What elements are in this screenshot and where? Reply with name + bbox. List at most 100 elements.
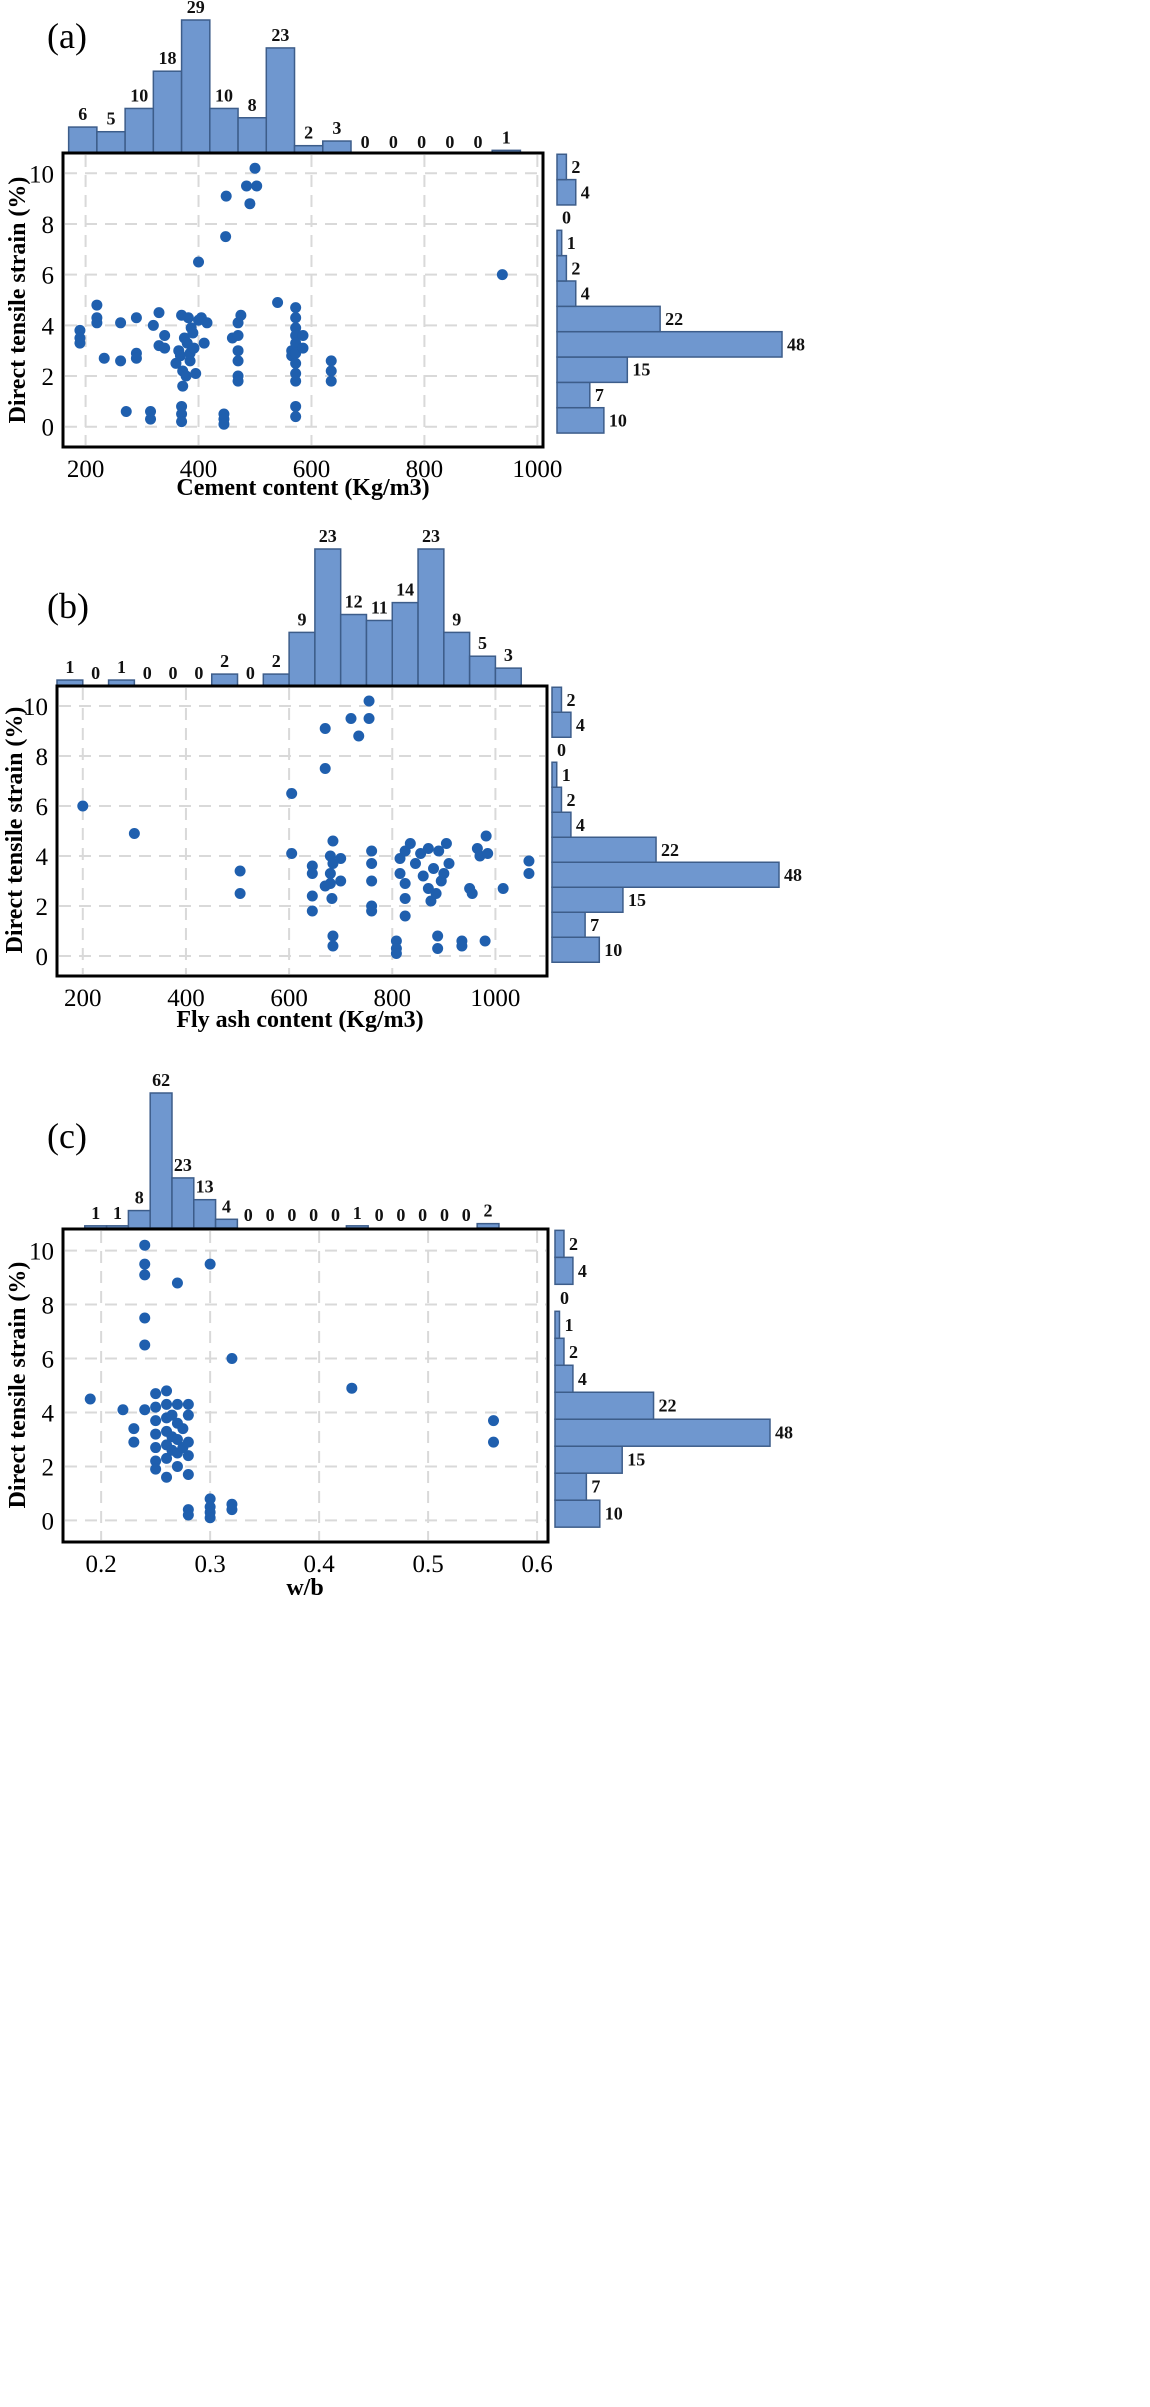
data-point [399, 878, 411, 889]
histogram-bar [288, 631, 316, 687]
histogram-count-label: 18 [158, 48, 176, 68]
data-point [466, 888, 478, 899]
histogram-count-label: 0 [474, 132, 483, 152]
histogram-count-label: 11 [371, 597, 388, 617]
histogram-count-label: 15 [627, 1450, 645, 1470]
histogram-bar [556, 178, 577, 206]
data-point [161, 1385, 173, 1397]
data-point [139, 1404, 151, 1416]
data-point [290, 400, 302, 412]
histogram-count-label: 4 [581, 284, 590, 304]
y-tick-label: 8 [42, 1293, 55, 1320]
histogram-count-label: 2 [304, 123, 313, 143]
histogram-count-label: 6 [78, 104, 87, 124]
data-point [84, 1393, 96, 1405]
data-point [417, 870, 429, 882]
x-tick-label: 600 [270, 985, 308, 1012]
y-tick-label: 4 [42, 1400, 55, 1427]
data-point [115, 317, 127, 329]
histogram-bar [494, 667, 522, 687]
data-point [150, 1388, 162, 1400]
histogram-bar [551, 936, 601, 963]
data-point [171, 1460, 183, 1472]
y-tick-label: 4 [42, 313, 55, 340]
histogram-bar [468, 655, 497, 687]
histogram-count-label: 0 [143, 663, 152, 683]
data-point [150, 1415, 162, 1427]
x-tick-label: 800 [406, 456, 444, 483]
histogram-count-label: 3 [332, 118, 341, 138]
data-point [482, 848, 494, 859]
histogram-bar [339, 613, 368, 687]
y-tick-label: 2 [36, 894, 49, 921]
data-point [335, 853, 347, 864]
data-point [161, 1452, 173, 1464]
histogram-count-label: 10 [130, 85, 148, 105]
histogram-count-label: 4 [581, 182, 590, 202]
data-point [479, 935, 491, 947]
data-point [306, 868, 318, 879]
y-tick-label: 8 [42, 212, 55, 239]
y-tick-label: 4 [36, 844, 49, 871]
histogram-count-label: 15 [632, 360, 650, 380]
x-tick-label: 400 [167, 985, 205, 1012]
histogram-bar [554, 1229, 565, 1259]
data-point [204, 1512, 216, 1524]
histogram-count-label: 7 [590, 915, 599, 935]
data-point [188, 342, 200, 354]
x-ticks: 200 400 600 800 1000 [67, 456, 563, 483]
data-point [232, 345, 244, 357]
histogram-bar [554, 1472, 588, 1501]
data-point [204, 1258, 216, 1270]
data-point [290, 375, 302, 387]
histogram-bar [554, 1310, 561, 1340]
histogram-count-label: 15 [628, 890, 646, 910]
data-point [74, 324, 86, 336]
histogram-bar [237, 117, 268, 156]
data-point [201, 317, 213, 329]
histogram-count-label: 0 [560, 1288, 569, 1308]
histogram-bar [152, 70, 183, 156]
data-point [182, 1436, 194, 1448]
histogram-bar [556, 153, 568, 181]
data-point [366, 875, 378, 887]
data-point [249, 162, 261, 174]
histogram-bar [124, 107, 155, 156]
data-point [130, 312, 142, 324]
histogram-count-label: 23 [422, 526, 440, 546]
data-point [117, 1404, 129, 1416]
data-point [433, 845, 445, 857]
data-point [327, 835, 339, 847]
data-point [430, 888, 442, 899]
histogram-bar [214, 1218, 239, 1229]
data-point [325, 375, 337, 387]
histogram-bar [556, 305, 661, 333]
data-point [399, 893, 411, 904]
data-point [244, 198, 256, 210]
data-point [290, 357, 302, 369]
histogram-bar [67, 126, 98, 156]
x-tick-label: 0.5 [412, 1551, 443, 1578]
y-tick-label: 0 [42, 1508, 55, 1535]
data-point [139, 1269, 151, 1281]
data-point [176, 400, 188, 412]
histogram-count-label: 23 [174, 1155, 192, 1175]
histogram-bar [149, 1092, 173, 1229]
data-point [177, 380, 189, 392]
histogram-count-label: 0 [396, 1205, 405, 1225]
histogram-count-label: 7 [591, 1477, 600, 1497]
data-point [182, 312, 194, 324]
data-point [290, 368, 302, 379]
histogram-count-label: 62 [152, 1070, 170, 1090]
y-axis-label: Direct tensile strain (%) [2, 707, 28, 954]
data-point [306, 905, 318, 917]
histogram-count-label: 13 [196, 1177, 214, 1197]
data-point [139, 1258, 151, 1270]
scatter-points [74, 162, 508, 430]
x-tick-label: 400 [180, 456, 218, 483]
x-tick-label: 0.3 [195, 1551, 226, 1578]
data-point [488, 1436, 500, 1448]
